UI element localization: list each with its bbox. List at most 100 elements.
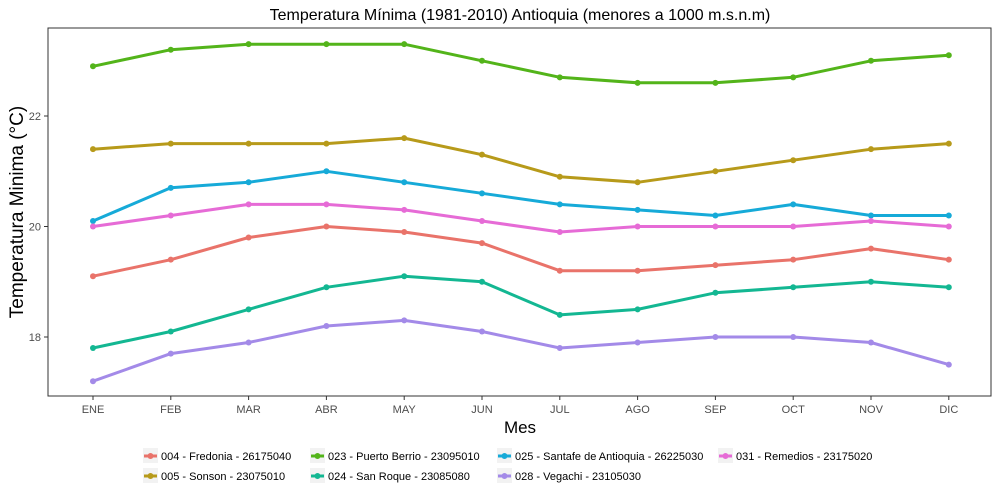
data-point <box>479 278 485 285</box>
data-point <box>323 140 330 147</box>
data-point <box>868 57 874 64</box>
data-point <box>790 74 797 81</box>
data-point <box>479 328 485 335</box>
x-tick-label: JUL <box>550 404 570 416</box>
series-line <box>91 274 951 350</box>
data-point <box>167 328 174 335</box>
series-line <box>91 225 951 278</box>
legend-key-point <box>722 453 729 459</box>
data-point <box>634 206 641 213</box>
legend-key-point <box>147 453 154 459</box>
data-point <box>712 262 719 269</box>
legend-key-point <box>501 453 508 459</box>
data-point <box>401 41 408 48</box>
x-tick-label: NOV <box>859 404 884 416</box>
data-point <box>90 273 96 280</box>
data-point <box>868 245 874 252</box>
data-point <box>323 322 330 329</box>
series-line <box>91 202 951 234</box>
data-point <box>90 345 96 352</box>
data-point <box>401 273 408 280</box>
data-point <box>868 146 874 153</box>
data-point <box>945 212 952 219</box>
data-point <box>945 52 952 59</box>
legend-label: 004 - Fredonia - 26175040 <box>161 451 291 463</box>
data-point <box>712 168 719 175</box>
data-point <box>634 267 641 274</box>
data-point <box>712 289 719 296</box>
data-point <box>556 173 563 180</box>
y-tick-label: 18 <box>29 332 41 344</box>
plot-layer: 18 20 22 ENE FEB MAR ABR MAY JUN JUL AGO SEP OCT NOV D… <box>29 41 958 416</box>
chart-title: Temperatura Mínima (1981-2010) Antioquia… <box>270 7 771 24</box>
x-tick-label: FEB <box>160 404 181 416</box>
data-point <box>790 256 797 263</box>
data-point <box>556 229 563 236</box>
data-point <box>556 74 563 81</box>
series-line <box>91 42 951 85</box>
data-point <box>634 223 641 230</box>
data-point <box>634 339 641 346</box>
x-tick-label: MAY <box>393 404 417 416</box>
data-point <box>323 223 330 230</box>
data-point <box>556 345 563 352</box>
data-point <box>712 79 719 86</box>
data-point <box>556 311 563 318</box>
data-point <box>167 212 174 219</box>
data-point <box>634 79 641 86</box>
data-point <box>90 217 96 224</box>
data-point <box>634 179 641 186</box>
data-point <box>323 168 330 175</box>
data-point <box>945 361 952 368</box>
data-point <box>634 306 641 313</box>
data-point <box>245 339 252 346</box>
legend-label: 031 - Remedios - 23175020 <box>736 451 872 463</box>
x-tick-label: ABR <box>315 404 338 416</box>
data-point <box>245 140 252 147</box>
legend-key-point <box>314 453 321 459</box>
data-point <box>790 334 797 340</box>
data-point <box>90 223 96 230</box>
data-point <box>245 179 252 186</box>
legend-label: 028 - Vegachi - 23105030 <box>515 471 641 483</box>
series-line <box>91 169 951 223</box>
data-point <box>167 140 174 147</box>
y-axis-title: Temperatura Minima (°C) <box>7 106 28 318</box>
data-point <box>401 179 408 186</box>
data-point <box>479 57 485 64</box>
data-point <box>167 256 174 263</box>
data-point <box>790 157 797 164</box>
y-tick-label: 22 <box>29 111 41 123</box>
data-point <box>479 190 485 197</box>
data-point <box>868 212 874 219</box>
data-point <box>712 334 719 340</box>
data-point <box>712 212 719 219</box>
x-tick-label: AGO <box>625 404 650 416</box>
data-point <box>167 46 174 53</box>
x-tick-label: SEP <box>704 404 726 416</box>
legend-label: 024 - San Roque - 23085080 <box>328 471 470 483</box>
data-point <box>245 201 252 208</box>
legend-label: 023 - Puerto Berrio - 23095010 <box>328 451 480 463</box>
data-point <box>868 339 874 346</box>
legend-label: 005 - Sonson - 23075010 <box>161 471 285 483</box>
data-point <box>401 206 408 213</box>
data-point <box>479 240 485 247</box>
data-point <box>401 135 408 142</box>
data-point <box>790 284 797 291</box>
x-tick-label: DIC <box>939 404 958 416</box>
data-point <box>868 217 874 224</box>
data-point <box>323 41 330 48</box>
x-tick-label: MAR <box>236 404 261 416</box>
data-point <box>245 306 252 313</box>
data-point <box>945 256 952 263</box>
data-point <box>167 184 174 191</box>
series-line <box>91 136 951 184</box>
legend: 004 - Fredonia - 26175040 023 - Puerto Be… <box>143 448 872 483</box>
data-point <box>479 151 485 158</box>
data-point <box>945 140 952 147</box>
x-tick-label: ENE <box>82 404 105 416</box>
data-point <box>90 378 96 385</box>
legend-key-point <box>147 473 154 479</box>
